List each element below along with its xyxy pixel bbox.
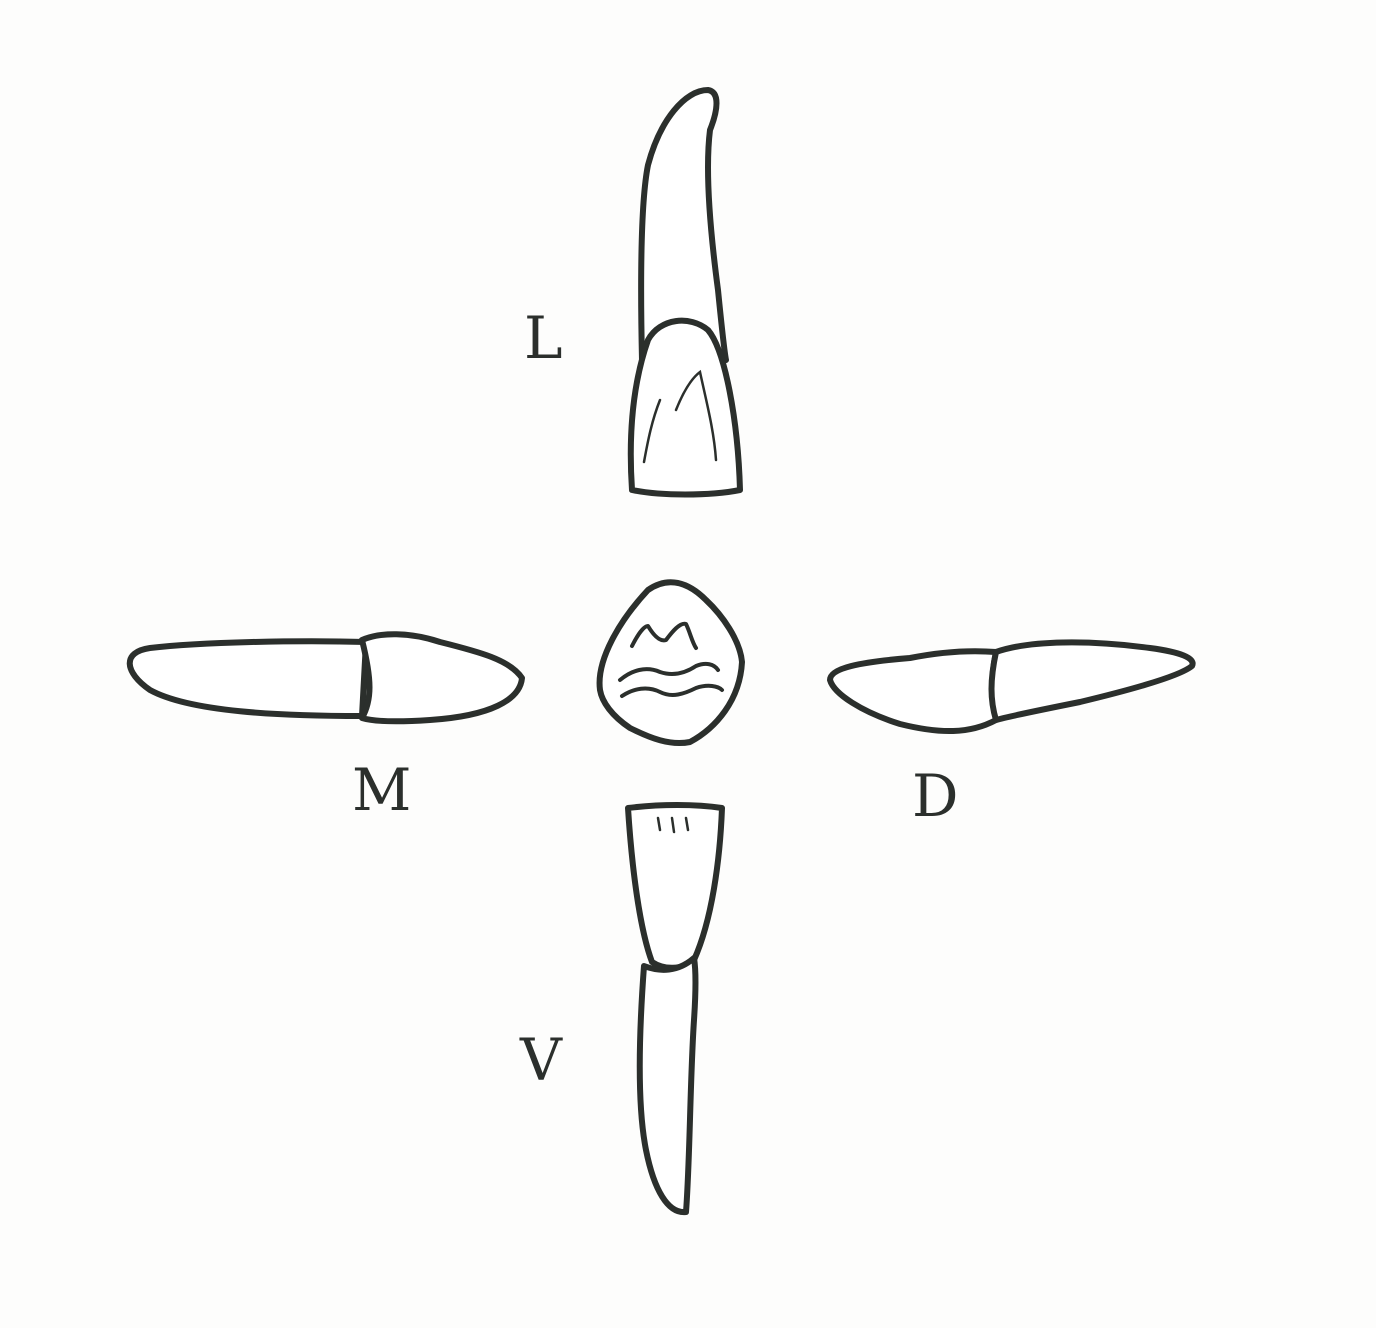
vestibular-crown bbox=[625, 802, 725, 971]
mesial-crown bbox=[359, 631, 525, 725]
occlusal-outline bbox=[596, 579, 745, 746]
lingual-view-tooth bbox=[627, 87, 743, 498]
label-vestibular: V bbox=[519, 1026, 563, 1094]
label-lingual: L bbox=[524, 304, 563, 372]
lingual-crown bbox=[627, 317, 743, 498]
mesial-root bbox=[126, 638, 369, 719]
lingual-ridge-right bbox=[674, 369, 718, 462]
occlusal-cusp-line bbox=[630, 621, 698, 650]
occlusal-view-tooth bbox=[596, 579, 745, 746]
label-mesial: M bbox=[352, 756, 411, 824]
distal-crown bbox=[827, 648, 999, 735]
distal-root bbox=[988, 639, 1196, 723]
vestibular-incisal-mark bbox=[656, 816, 690, 834]
distal-view-tooth bbox=[827, 639, 1196, 735]
label-distal: D bbox=[912, 762, 959, 830]
lingual-ridge-left bbox=[642, 398, 662, 464]
vestibular-view-tooth bbox=[625, 802, 725, 1216]
occlusal-fissure-upper bbox=[618, 661, 720, 682]
lingual-root bbox=[638, 87, 729, 363]
mesial-view-tooth bbox=[126, 631, 525, 725]
occlusal-fissure-lower bbox=[620, 683, 724, 698]
vestibular-root bbox=[636, 955, 699, 1216]
